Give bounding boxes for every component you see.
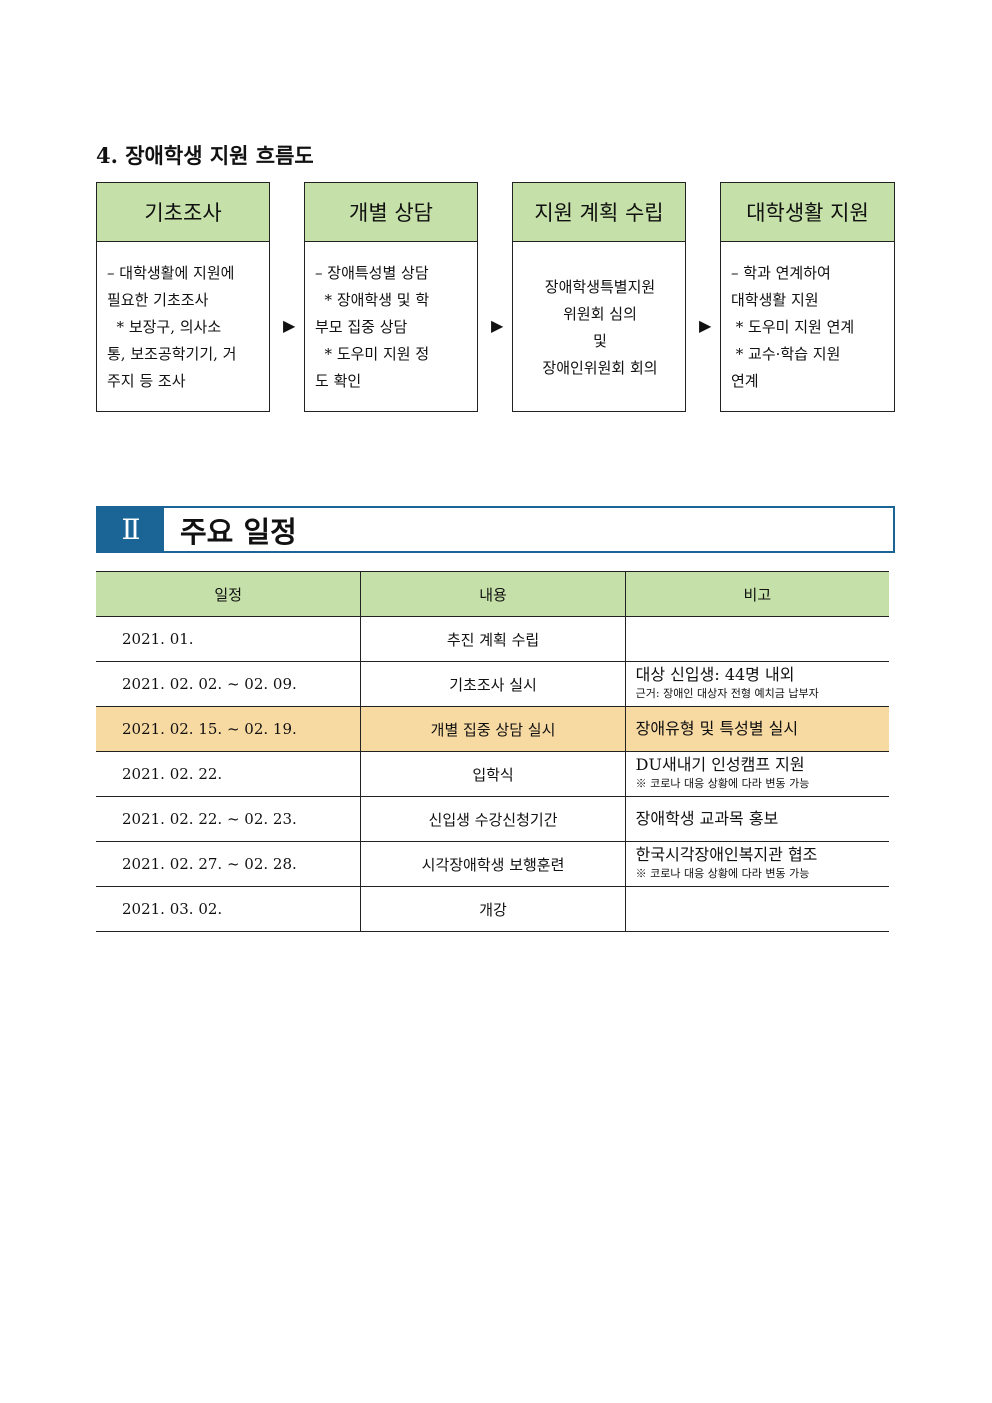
arrow-right-icon: ▶: [491, 316, 504, 335]
cell-content: 추진 계획 수립: [360, 616, 626, 662]
flow-step-support: 대학생활 지원 – 학과 연계하여 대학생활 지원 * 도우미 지원 연계 * …: [720, 182, 895, 412]
note-sub: ※ 코로나 대응 상황에 다라 변동 가능: [635, 777, 810, 790]
section-number: Ⅱ: [98, 508, 164, 551]
flow-step-body: – 장애특성별 상담 * 장애학생 및 학 부모 집중 상담 * 도우미 지원 …: [315, 264, 430, 390]
cell-content: 입학식: [360, 751, 626, 797]
note-main: 장애유형 및 특성별 실시: [635, 719, 799, 738]
flow-step-counseling: 개별 상담 – 장애특성별 상담 * 장애학생 및 학 부모 집중 상담 * 도…: [304, 182, 478, 412]
flow-title: 4. 장애학생 지원 흐름도: [96, 143, 314, 168]
cell-note: DU새내기 인성캠프 지원 ※ 코로나 대응 상황에 다라 변동 가능: [624, 751, 889, 797]
cell-date: 2021. 03. 02.: [96, 886, 361, 932]
cell-note: 장애학생 교과목 홍보: [624, 796, 889, 842]
flow-step-head: 대학생활 지원: [721, 183, 894, 242]
cell-date: 2021. 01.: [96, 616, 361, 662]
table-row: 2021. 03. 02. 개강: [96, 886, 889, 932]
note-main: 대상 신입생: 44명 내외: [635, 665, 795, 684]
schedule-table: 일정 내용 비고 2021. 01. 추진 계획 수립 2021. 02. 02. …: [96, 571, 889, 932]
section-header: Ⅱ 주요 일정: [96, 506, 895, 553]
flow-step-head: 기초조사: [97, 183, 269, 242]
cell-date: 2021. 02. 15. ~ 02. 19.: [96, 706, 361, 752]
arrow-right-icon: ▶: [699, 316, 712, 335]
flow-step-body: – 대학생활에 지원에 필요한 기초조사 * 보장구, 의사소 통, 보조공학기…: [107, 264, 237, 390]
table-header-row: 일정 내용 비고: [96, 571, 889, 617]
cell-content: 개강: [360, 886, 626, 932]
table-row: 2021. 02. 22. 입학식 DU새내기 인성캠프 지원 ※ 코로나 대응 상황…: [96, 751, 889, 797]
table-row: 2021. 01. 추진 계획 수립: [96, 616, 889, 662]
flow-step-body: 장애학생특별지원 위원회 심의 및 장애인위원회 회의: [542, 278, 658, 377]
header-content: 내용: [360, 571, 626, 617]
cell-content: 시각장애학생 보행훈련: [360, 841, 626, 887]
header-note: 비고: [624, 571, 889, 617]
cell-date: 2021. 02. 02. ~ 02. 09.: [96, 661, 361, 707]
table-row: 2021. 02. 22. ~ 02. 23. 신입생 수강신청기간 장애학생 교과…: [96, 796, 889, 842]
cell-date: 2021. 02. 22.: [96, 751, 361, 797]
cell-date: 2021. 02. 22. ~ 02. 23.: [96, 796, 361, 842]
table-row: 2021. 02. 15. ~ 02. 19. 개별 집중 상담 실시 장애유형 및…: [96, 706, 889, 752]
flow-step-planning: 지원 계획 수립 장애학생특별지원 위원회 심의 및 장애인위원회 회의: [512, 182, 686, 412]
arrow-right-icon: ▶: [283, 316, 296, 335]
note-main: DU새내기 인성캠프 지원: [635, 755, 805, 774]
cell-content: 신입생 수강신청기간: [360, 796, 626, 842]
flow-step-survey: 기초조사 – 대학생활에 지원에 필요한 기초조사 * 보장구, 의사소 통, …: [96, 182, 270, 412]
note-main: 장애학생 교과목 홍보: [635, 809, 779, 828]
header-date: 일정: [96, 571, 361, 617]
cell-note: 장애유형 및 특성별 실시: [624, 706, 889, 752]
note-main: 한국시각장애인복지관 협조: [635, 845, 818, 864]
flow-step-head: 지원 계획 수립: [513, 183, 685, 242]
flow-step-body: – 학과 연계하여 대학생활 지원 * 도우미 지원 연계 * 교수·학습 지원…: [731, 264, 855, 390]
cell-content: 기초조사 실시: [360, 661, 626, 707]
section-title: 주요 일정: [180, 514, 297, 549]
flow-step-head: 개별 상담: [305, 183, 477, 242]
table-row: 2021. 02. 02. ~ 02. 09. 기초조사 실시 대상 신입생: 44…: [96, 661, 889, 707]
table-row: 2021. 02. 27. ~ 02. 28. 시각장애학생 보행훈련 한국시각장애…: [96, 841, 889, 887]
cell-date: 2021. 02. 27. ~ 02. 28.: [96, 841, 361, 887]
cell-note: 한국시각장애인복지관 협조 ※ 코로나 대응 상황에 다라 변동 가능: [624, 841, 889, 887]
cell-content: 개별 집중 상담 실시: [360, 706, 626, 752]
cell-note: [624, 616, 889, 662]
note-sub: ※ 코로나 대응 상황에 다라 변동 가능: [635, 867, 810, 880]
cell-note: [624, 886, 889, 932]
note-sub: 근거: 장애인 대상자 전형 예치금 납부자: [635, 687, 819, 700]
